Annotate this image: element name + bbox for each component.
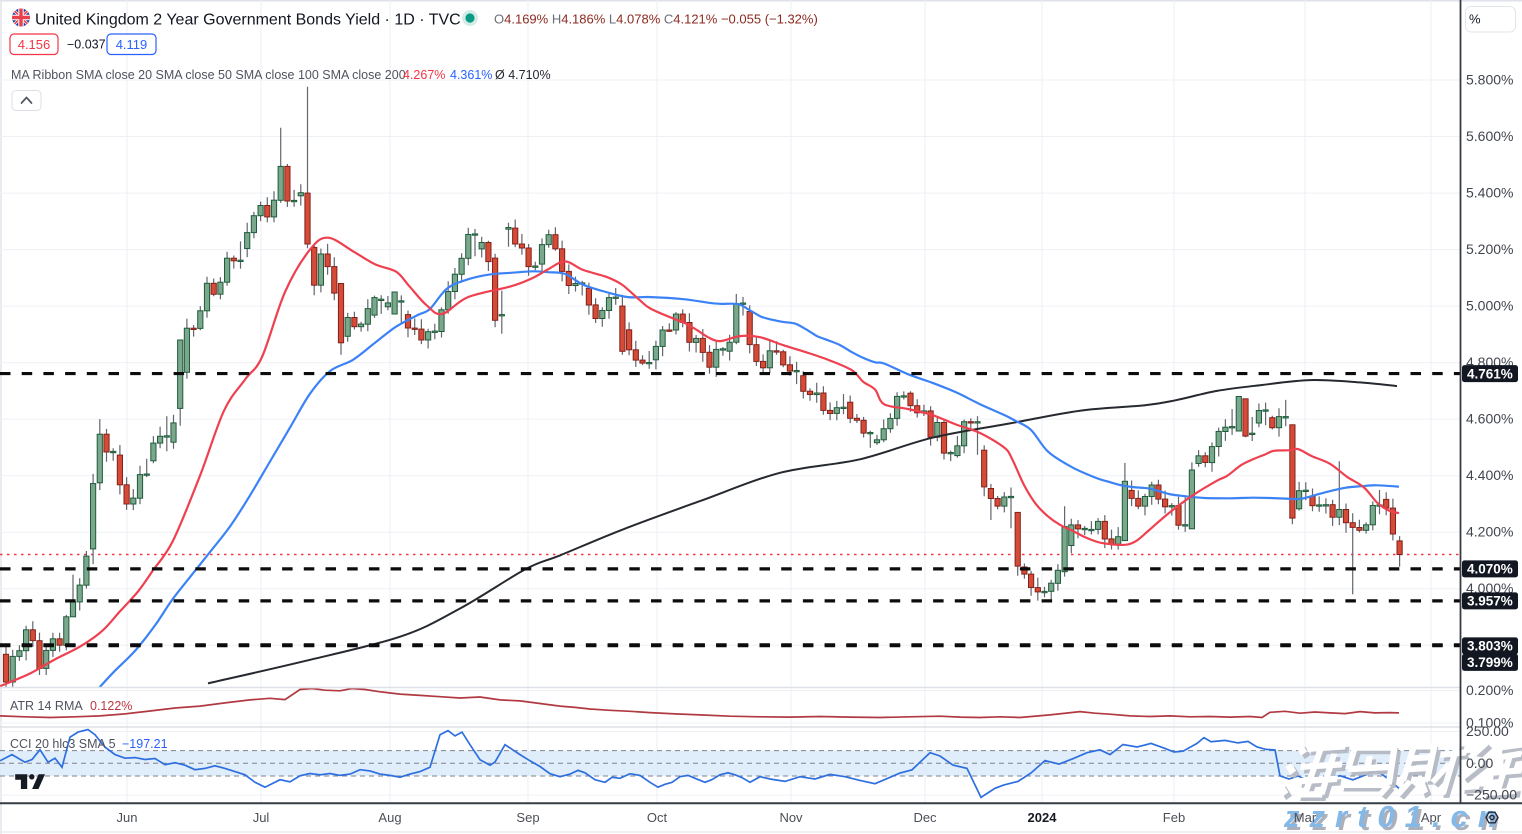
svg-text:Jun: Jun (117, 810, 138, 825)
svg-text:5.200%: 5.200% (1466, 241, 1513, 257)
svg-text:Jul: Jul (253, 810, 270, 825)
svg-text:−0.037: −0.037 (67, 38, 106, 52)
svg-text:−197.21: −197.21 (122, 737, 168, 751)
svg-text:zzrt01.cn: zzrt01.cn (1283, 799, 1507, 834)
svg-text:Feb: Feb (1163, 810, 1185, 825)
svg-text:Oct: Oct (647, 810, 668, 825)
svg-text:Aug: Aug (378, 810, 401, 825)
svg-text:3.799%: 3.799% (1467, 655, 1513, 670)
svg-text:4.600%: 4.600% (1466, 411, 1513, 427)
svg-text:4.200%: 4.200% (1466, 524, 1513, 540)
svg-text:Nov: Nov (779, 810, 803, 825)
svg-text:0.200%: 0.200% (1466, 682, 1513, 698)
svg-text:Apr: Apr (1421, 810, 1442, 825)
svg-text:CCI 20 hlc3 SMA 5: CCI 20 hlc3 SMA 5 (10, 737, 116, 751)
svg-text:zzrt01.cn: zzrt01.cn (1286, 802, 1510, 834)
svg-text:2024: 2024 (1028, 810, 1058, 825)
svg-text:4.761%: 4.761% (1467, 366, 1513, 381)
svg-text:Sep: Sep (516, 810, 539, 825)
svg-text:O4.169% H4.186% L4.078% C4.121: O4.169% H4.186% L4.078% C4.121% −0.055 (… (494, 12, 818, 27)
svg-text:5.600%: 5.600% (1466, 128, 1513, 144)
svg-text:5.800%: 5.800% (1466, 72, 1513, 88)
svg-text:0.00: 0.00 (1466, 755, 1493, 771)
svg-text:4.119: 4.119 (116, 37, 148, 52)
svg-text:Ø 4.710%: Ø 4.710% (495, 68, 551, 82)
svg-text:Dec: Dec (913, 810, 937, 825)
svg-text:United Kingdom 2 Year Governme: United Kingdom 2 Year Government Bonds Y… (35, 12, 461, 29)
svg-text:250.00: 250.00 (1466, 723, 1509, 739)
svg-text:5.400%: 5.400% (1466, 185, 1513, 201)
svg-text:4.070%: 4.070% (1467, 562, 1513, 577)
svg-text:4.400%: 4.400% (1466, 467, 1513, 483)
svg-text:4.156: 4.156 (18, 37, 51, 52)
svg-text:3.957%: 3.957% (1467, 594, 1513, 609)
svg-text:3.803%: 3.803% (1467, 639, 1513, 654)
svg-text:5.000%: 5.000% (1466, 298, 1513, 314)
svg-text:MA Ribbon SMA close 20 SMA clo: MA Ribbon SMA close 20 SMA close 50 SMA … (11, 68, 406, 82)
svg-text:4.361%: 4.361% (450, 68, 492, 82)
svg-text:%: % (1469, 12, 1481, 27)
svg-text:0.122%: 0.122% (90, 699, 132, 713)
svg-text:ATR 14 RMA: ATR 14 RMA (10, 699, 83, 713)
svg-text:Mar: Mar (1294, 810, 1317, 825)
svg-text:0.100%: 0.100% (1466, 715, 1513, 731)
svg-text:4.000%: 4.000% (1466, 580, 1513, 596)
svg-text:−250.00: −250.00 (1466, 787, 1517, 803)
svg-text:4.267%: 4.267% (403, 68, 445, 82)
